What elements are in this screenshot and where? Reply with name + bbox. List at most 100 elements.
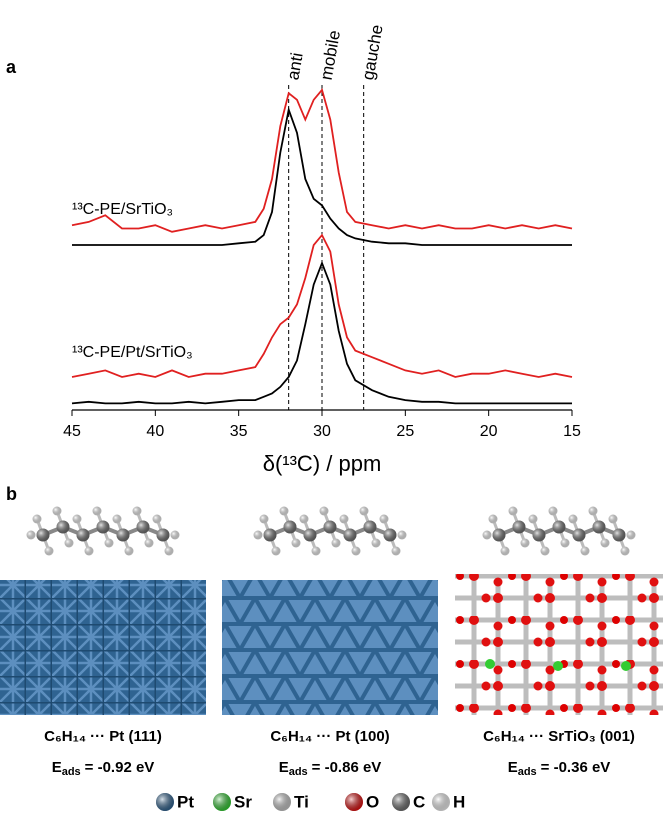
- h-atom-shade: [588, 506, 598, 516]
- legend-label: Sr: [234, 792, 252, 811]
- legend-swatch-shade: [432, 793, 450, 811]
- h-atom-shade: [540, 546, 550, 556]
- spectrum-line: [71, 260, 572, 405]
- h-atom-shade: [124, 546, 134, 556]
- sample-label: ¹³C-PE/Pt/SrTiO₃: [72, 344, 193, 361]
- h-atom-shade: [351, 546, 361, 556]
- spectrum-line: [72, 106, 572, 246]
- h-atom-shade: [508, 506, 518, 516]
- h-atom-shade: [112, 514, 122, 524]
- pt100-slab: [222, 580, 438, 715]
- c-atom-shade: [363, 520, 377, 534]
- legend-label: H: [453, 792, 465, 811]
- c-atom-shade: [76, 528, 90, 542]
- h-atom-shade: [152, 514, 162, 524]
- sample-label: ¹³C-PE/SrTiO₃: [72, 201, 173, 218]
- c-atom-shade: [512, 520, 526, 534]
- symbol: E: [508, 759, 518, 776]
- h-atom-shade: [608, 514, 618, 524]
- c-atom-shade: [343, 528, 357, 542]
- c-atom-shade: [492, 528, 506, 542]
- legend-swatch-shade: [156, 793, 174, 811]
- legend-label: O: [366, 792, 379, 811]
- c-atom-shade: [532, 528, 546, 542]
- x-tick-label: 30: [313, 423, 331, 440]
- h-atom-shade: [170, 530, 180, 540]
- sr-atom: [553, 661, 563, 671]
- reference-label: anti: [283, 51, 306, 81]
- value: = -0.36 eV: [541, 759, 611, 776]
- h-atom-shade: [520, 538, 530, 548]
- legend-swatch-shade: [345, 793, 363, 811]
- h-atom-shade: [299, 514, 309, 524]
- h-atom-shade: [626, 530, 636, 540]
- x-tick-label: 25: [396, 423, 414, 440]
- h-atom-shade: [84, 546, 94, 556]
- h-atom-shade: [359, 506, 369, 516]
- h-atom-shade: [319, 506, 329, 516]
- adsorption-energy: Eads = -0.92 eV: [52, 759, 155, 778]
- h-atom-shade: [548, 506, 558, 516]
- structure-title: C₆H₁₄ ··· Pt (111): [44, 728, 162, 745]
- h-atom-shade: [259, 514, 269, 524]
- h-atom-shade: [560, 538, 570, 548]
- x-tick-label: 35: [230, 423, 248, 440]
- c-atom-shade: [156, 528, 170, 542]
- legend-swatch-shade: [213, 793, 231, 811]
- pt111-slab: [0, 580, 206, 715]
- legend-label: Pt: [177, 792, 194, 811]
- h-atom-shade: [620, 546, 630, 556]
- h-atom-shade: [311, 546, 321, 556]
- c-atom-shade: [136, 520, 150, 534]
- structure-title: C₆H₁₄ ··· SrTiO₃ (001): [483, 728, 635, 745]
- c-atom-shade: [383, 528, 397, 542]
- h-atom-shade: [26, 530, 36, 540]
- spectrum-line: [71, 233, 573, 378]
- sr-atoms: [485, 659, 631, 671]
- c-atom-shade: [552, 520, 566, 534]
- c-atom-shade: [323, 520, 337, 534]
- h-atom-shade: [72, 514, 82, 524]
- h-atom-shade: [397, 530, 407, 540]
- x-tick-label: 40: [146, 423, 164, 440]
- h-atom-shade: [32, 514, 42, 524]
- x-tick-label: 15: [563, 423, 581, 440]
- symbol: E: [52, 759, 62, 776]
- h-atom-shade: [391, 546, 401, 556]
- h-atom-shade: [144, 538, 154, 548]
- adsorption-energy: Eads = -0.36 eV: [508, 759, 611, 778]
- h-atom-shade: [500, 546, 510, 556]
- h-atom-shade: [64, 538, 74, 548]
- c-atom-shade: [36, 528, 50, 542]
- x-tick-label: 45: [63, 423, 81, 440]
- h-atom-shade: [379, 514, 389, 524]
- reference-label: mobile: [317, 29, 344, 82]
- h-atom-shade: [568, 514, 578, 524]
- adsorption-energy: Eads = -0.86 eV: [279, 759, 382, 778]
- c-atom-shade: [283, 520, 297, 534]
- h-atom-shade: [291, 538, 301, 548]
- legend-swatch-shade: [273, 793, 291, 811]
- sr-atom: [621, 661, 631, 671]
- x-tick-label: 20: [480, 423, 498, 440]
- h-atom-shade: [164, 546, 174, 556]
- srtio3-slab: [455, 574, 663, 715]
- h-atom-shade: [52, 506, 62, 516]
- h-atom-shade: [104, 538, 114, 548]
- legend-label: Ti: [294, 792, 309, 811]
- h-atom-shade: [331, 538, 341, 548]
- subscript: ads: [62, 766, 81, 778]
- spectrum-line: [71, 88, 573, 233]
- structure-title: C₆H₁₄ ··· Pt (100): [270, 728, 389, 745]
- c-atom-shade: [572, 528, 586, 542]
- c-atom-shade: [592, 520, 606, 534]
- h-atom-shade: [600, 538, 610, 548]
- x-axis-label: δ(¹³C) / ppm: [263, 451, 382, 476]
- value: = -0.86 eV: [312, 759, 382, 776]
- h-atom-shade: [132, 506, 142, 516]
- reference-label: gauche: [358, 23, 386, 81]
- subscript: ads: [289, 766, 308, 778]
- subscript: ads: [518, 766, 537, 778]
